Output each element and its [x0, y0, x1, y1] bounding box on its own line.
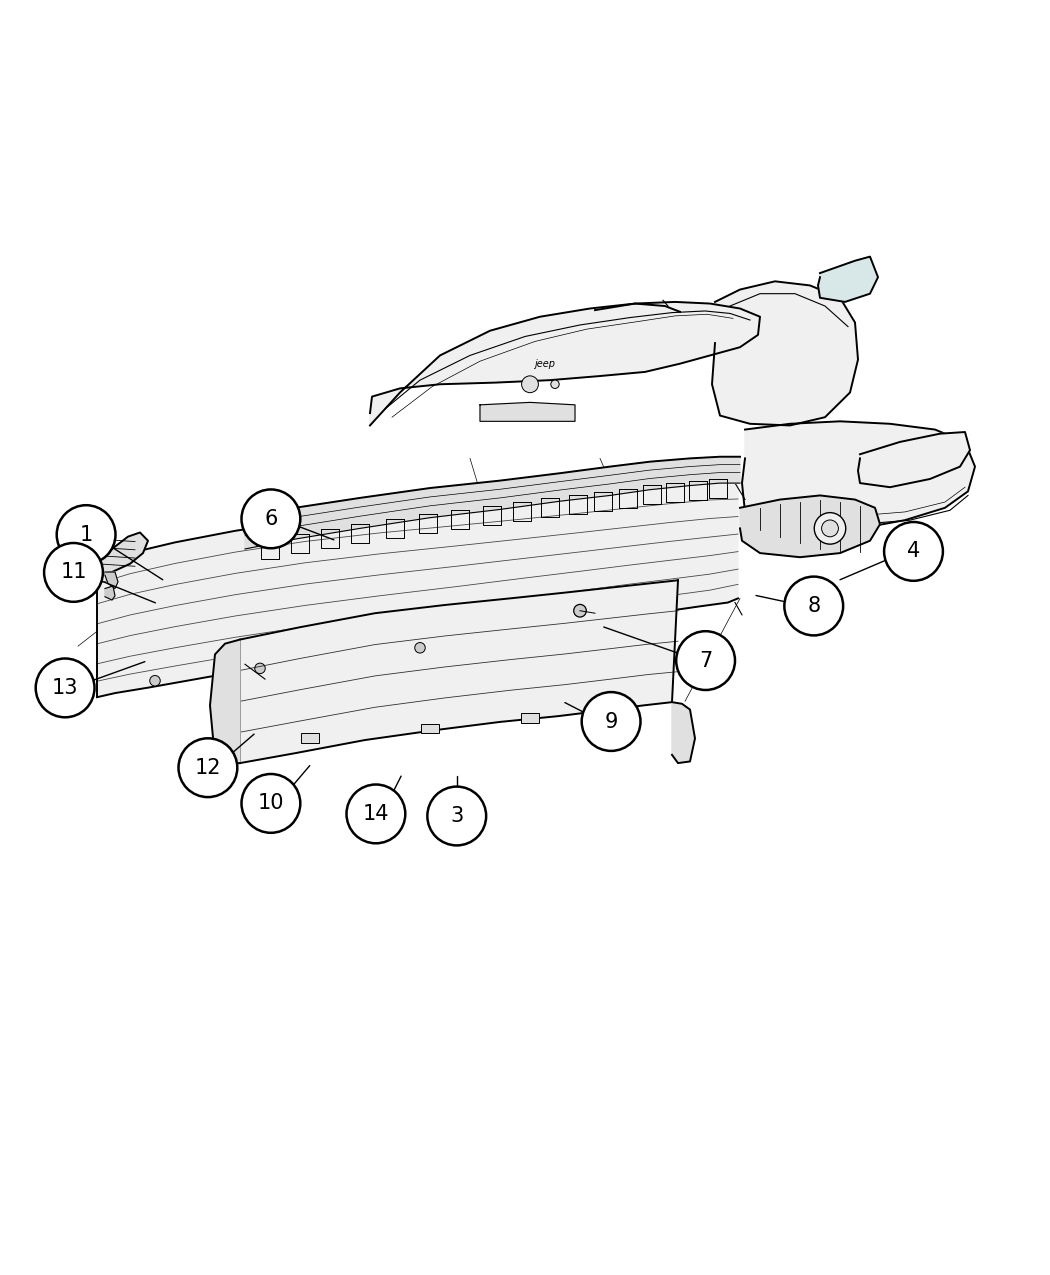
- Circle shape: [346, 784, 405, 843]
- Text: 9: 9: [605, 711, 617, 732]
- Text: 1: 1: [80, 524, 92, 544]
- Circle shape: [36, 658, 94, 718]
- Polygon shape: [742, 421, 975, 530]
- Text: 3: 3: [450, 806, 463, 826]
- Polygon shape: [818, 256, 878, 302]
- Circle shape: [784, 576, 843, 635]
- Bar: [521, 713, 539, 723]
- Text: jeep: jeep: [534, 358, 555, 368]
- Circle shape: [150, 676, 161, 686]
- Circle shape: [884, 521, 943, 581]
- Circle shape: [415, 643, 425, 653]
- Circle shape: [242, 490, 300, 548]
- Polygon shape: [858, 432, 970, 487]
- Polygon shape: [712, 282, 858, 426]
- Text: 8: 8: [807, 595, 820, 616]
- Text: 4: 4: [907, 542, 920, 561]
- Circle shape: [551, 380, 560, 389]
- Polygon shape: [370, 302, 760, 426]
- Polygon shape: [105, 586, 116, 601]
- Circle shape: [573, 604, 586, 617]
- Text: 10: 10: [257, 793, 285, 813]
- Polygon shape: [480, 403, 575, 421]
- Polygon shape: [210, 640, 240, 764]
- Circle shape: [522, 376, 539, 393]
- Polygon shape: [105, 572, 118, 589]
- Circle shape: [582, 692, 640, 751]
- Polygon shape: [740, 496, 880, 557]
- Circle shape: [676, 631, 735, 690]
- Circle shape: [814, 513, 845, 544]
- Circle shape: [44, 543, 103, 602]
- Polygon shape: [240, 580, 678, 764]
- Bar: [301, 733, 319, 743]
- Polygon shape: [672, 703, 695, 764]
- Circle shape: [242, 774, 300, 833]
- Circle shape: [57, 505, 116, 564]
- Circle shape: [427, 787, 486, 845]
- Text: 13: 13: [51, 678, 79, 697]
- Text: 7: 7: [699, 650, 712, 671]
- Circle shape: [821, 520, 838, 537]
- Polygon shape: [245, 456, 740, 550]
- Text: 11: 11: [60, 562, 87, 583]
- Polygon shape: [90, 533, 148, 575]
- Text: 6: 6: [265, 509, 277, 529]
- Text: 14: 14: [362, 805, 390, 824]
- Bar: [421, 723, 439, 733]
- Circle shape: [178, 738, 237, 797]
- Circle shape: [255, 663, 266, 673]
- Text: 12: 12: [194, 757, 222, 778]
- Polygon shape: [97, 482, 738, 697]
